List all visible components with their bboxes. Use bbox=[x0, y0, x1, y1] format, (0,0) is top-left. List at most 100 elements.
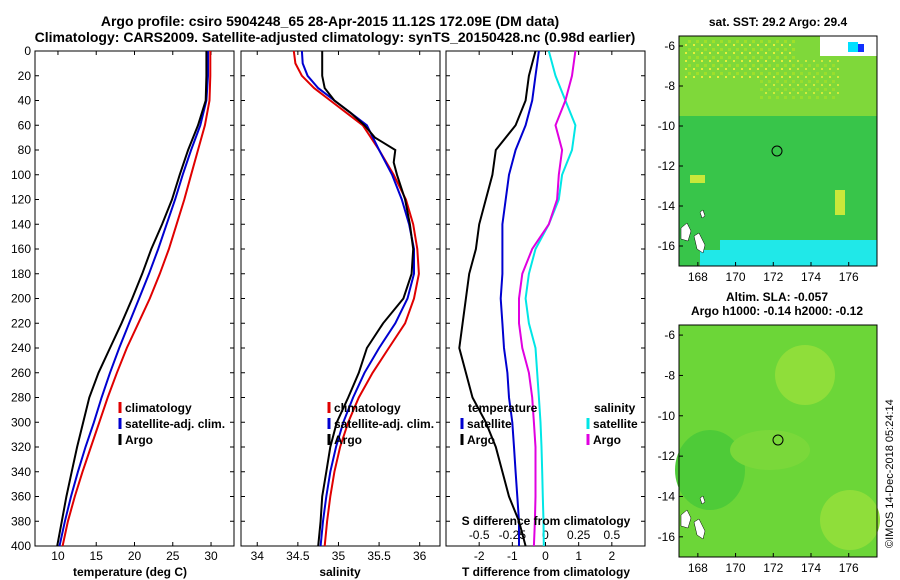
legend-climatology: climatology bbox=[125, 401, 192, 415]
salinity-plot: 34 34.5 35 35.5 36 bbox=[241, 50, 440, 563]
depth-axis: 0 20 40 60 80 100 120 140 160 180 200 220 240 260 280 3… bbox=[11, 44, 31, 553]
sst-map-frame bbox=[678, 35, 878, 267]
y-tick-label: 140 bbox=[11, 217, 31, 231]
sst-cool-band-2 bbox=[700, 250, 730, 266]
x-tick-label: 30 bbox=[204, 549, 218, 563]
y-tick-label: 100 bbox=[11, 168, 31, 182]
salinity-panel-frame bbox=[240, 50, 441, 547]
x-tick-label: 34 bbox=[251, 549, 265, 563]
s-difference-label: S difference from climatology bbox=[462, 514, 631, 528]
map-x-tick-label: 174 bbox=[801, 561, 821, 575]
y-tick-label: 180 bbox=[11, 267, 31, 281]
y-tick-label: 380 bbox=[11, 514, 31, 528]
x-tick-label: -2 bbox=[474, 549, 485, 563]
map-y-tick-label: -16 bbox=[658, 239, 676, 253]
difference-plot: -2 -1 0 1 2-0.5 -0.25 0 0.25 0.5 bbox=[446, 50, 645, 563]
y-tick-label: 220 bbox=[11, 316, 31, 330]
x-tick-label: 35.5 bbox=[367, 549, 391, 563]
island-shape bbox=[699, 209, 706, 219]
map-y-tick-label: -8 bbox=[664, 368, 675, 382]
series-line-climatology bbox=[61, 51, 212, 547]
y-tick-label: 300 bbox=[11, 415, 31, 429]
x-tick-label: 0 bbox=[542, 549, 549, 563]
series-line-s-argo bbox=[518, 50, 577, 547]
s-tick-label: -0.5 bbox=[469, 528, 490, 542]
sla-map-axes: 168 170 172 174 176 -6 -8 -10 -12 -14 -16 bbox=[658, 328, 859, 575]
map-y-tick-label: -6 bbox=[664, 328, 675, 342]
difference-xlabel: T difference from climatology bbox=[462, 565, 630, 579]
sla-map-title-1: Altim. SLA: -0.057 bbox=[726, 290, 828, 304]
y-tick-label: 160 bbox=[11, 242, 31, 256]
series-line-satellite-adj-clim- bbox=[58, 51, 209, 547]
x-tick-label: 25 bbox=[166, 549, 180, 563]
legend-argo: Argo bbox=[334, 433, 362, 447]
map-x-tick-label: 176 bbox=[839, 270, 859, 284]
y-tick-label: 340 bbox=[11, 465, 31, 479]
y-tick-label: 200 bbox=[11, 292, 31, 306]
temperature-plot: 10 15 20 25 30 bbox=[35, 50, 234, 563]
x-tick-label: 2 bbox=[608, 549, 615, 563]
y-tick-label: 400 bbox=[11, 539, 31, 553]
argo-location-marker bbox=[771, 145, 783, 157]
s-tick-label: 0 bbox=[542, 528, 549, 542]
series-line-climatology bbox=[292, 50, 420, 547]
map-y-tick-label: -16 bbox=[658, 530, 676, 544]
difference-legend: temperature satellite Argo salinity sate… bbox=[460, 401, 638, 447]
x-tick-label: -1 bbox=[507, 549, 518, 563]
x-tick-label: 35 bbox=[332, 549, 346, 563]
sla-map-frame bbox=[678, 324, 878, 558]
sst-map-axes: 168 170 172 174 176 -6 -8 -10 -12 -14 -16 bbox=[658, 39, 859, 284]
sla-map-title-2: Argo h1000: -0.14 h2000: -0.12 bbox=[691, 304, 863, 318]
legend-s-argo: Argo bbox=[593, 433, 621, 447]
temperature-xlabel: temperature (deg C) bbox=[73, 565, 187, 579]
y-tick-label: 0 bbox=[24, 44, 31, 58]
series-line-satellite-adj-clim- bbox=[300, 50, 415, 547]
y-tick-label: 280 bbox=[11, 391, 31, 405]
island-shape bbox=[699, 495, 706, 505]
map-y-tick-label: -8 bbox=[664, 79, 675, 93]
y-tick-label: 120 bbox=[11, 193, 31, 207]
legend-climatology: climatology bbox=[334, 401, 401, 415]
x-tick-label: 1 bbox=[575, 549, 582, 563]
map-y-tick-label: -12 bbox=[658, 159, 676, 173]
map-y-tick-label: -10 bbox=[658, 409, 676, 423]
y-tick-label: 240 bbox=[11, 341, 31, 355]
map-x-tick-label: 174 bbox=[801, 270, 821, 284]
y-tick-label: 320 bbox=[11, 440, 31, 454]
island-shape bbox=[693, 232, 706, 254]
y-tick-label: 260 bbox=[11, 366, 31, 380]
salinity-legend: climatology satellite-adj. clim. Argo bbox=[327, 401, 434, 447]
sla-map: 168 170 172 174 176 -6 -8 -10 -12 -14 -16 bbox=[658, 324, 880, 575]
map-y-tick-label: -14 bbox=[658, 199, 676, 213]
sst-speckle-4 bbox=[835, 190, 845, 215]
difference-panel-frame bbox=[445, 50, 646, 547]
series-line-t-satellite bbox=[499, 50, 540, 546]
island-shape bbox=[680, 509, 692, 529]
sla-high-blob bbox=[775, 345, 835, 405]
map-y-tick-label: -6 bbox=[664, 39, 675, 53]
sla-high-blob-2 bbox=[820, 490, 880, 550]
map-x-tick-label: 176 bbox=[839, 561, 859, 575]
sst-cold-patch bbox=[858, 44, 864, 52]
salinity-xlabel: salinity bbox=[319, 565, 361, 579]
sst-cool-band bbox=[720, 240, 877, 266]
legend-t-satellite: satellite bbox=[467, 417, 512, 431]
y-tick-label: 20 bbox=[18, 69, 32, 83]
y-tick-label: 40 bbox=[18, 94, 32, 108]
x-tick-label: 20 bbox=[128, 549, 142, 563]
sst-warm-speckle-2 bbox=[760, 60, 840, 100]
legend-t-argo: Argo bbox=[467, 433, 495, 447]
legend-salinity-title: salinity bbox=[594, 401, 636, 415]
map-x-tick-label: 170 bbox=[726, 561, 746, 575]
sst-map-title: sat. SST: 29.2 Argo: 29.4 bbox=[709, 15, 848, 29]
map-x-tick-label: 168 bbox=[688, 561, 708, 575]
title-line-2: Climatology: CARS2009. Satellite-adjuste… bbox=[35, 29, 636, 45]
island-shape bbox=[680, 222, 692, 242]
series-line-t-argo bbox=[458, 50, 537, 547]
sst-map: 168 170 172 174 176 -6 -8 -10 -12 -14 -16 bbox=[658, 35, 878, 284]
imos-watermark: ©IMOS 14-Dec-2018 05:24:14 bbox=[884, 399, 896, 548]
y-tick-label: 60 bbox=[18, 118, 32, 132]
temperature-legend: climatology satellite-adj. clim. Argo bbox=[118, 401, 225, 447]
map-x-tick-label: 168 bbox=[688, 270, 708, 284]
